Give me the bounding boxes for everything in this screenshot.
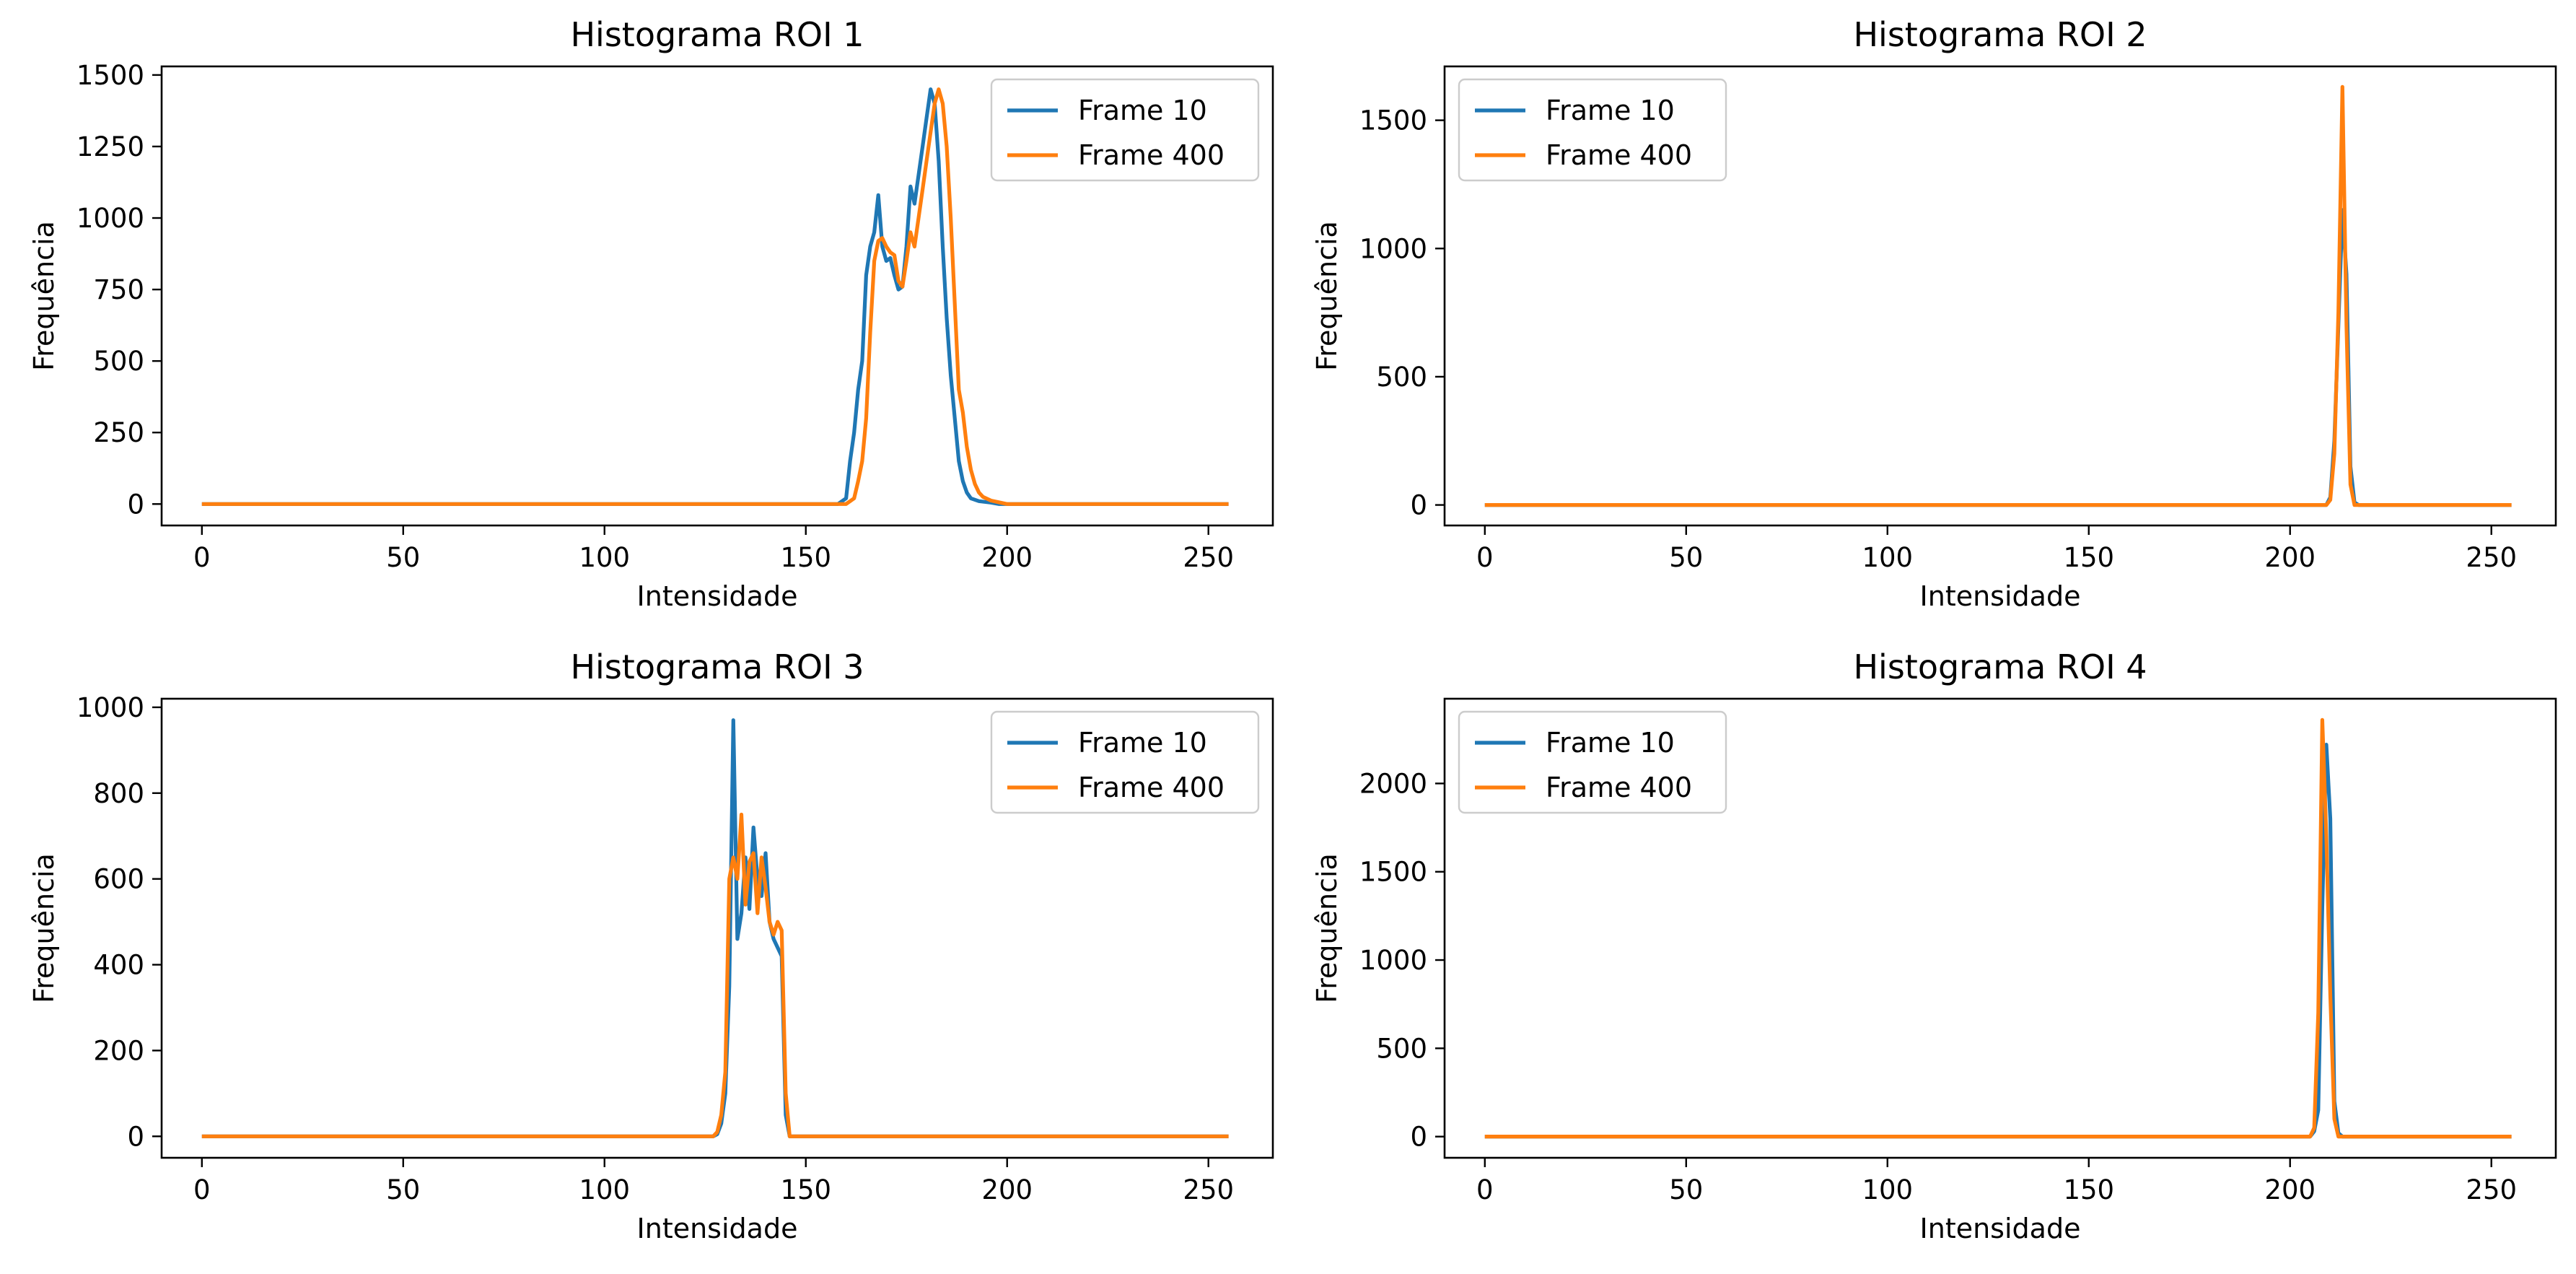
legend-entry-label: Frame 10 <box>1078 727 1207 759</box>
x-tick-label: 50 <box>386 542 420 573</box>
axes-frame <box>1443 697 2557 1159</box>
x-tick-label: 150 <box>2063 1174 2114 1205</box>
series-line-frame-10 <box>201 87 1229 506</box>
legend-entry-label: Frame 400 <box>1546 139 1692 171</box>
series-line-frame-400 <box>201 87 1229 506</box>
y-tick-label: 250 <box>93 417 144 448</box>
y-tick-label: 0 <box>127 489 144 520</box>
y-axis-label: Frequência <box>28 853 60 1003</box>
chart-panel-1: Histograma ROI 1 0 50 100 150 200 250 0 250 500 75… <box>28 15 1274 612</box>
x-tick-label: 50 <box>386 1174 420 1205</box>
y-tick-label: 1000 <box>1359 945 1427 976</box>
y-tick-label: 500 <box>1376 362 1427 393</box>
y-tick-label: 1500 <box>1359 105 1427 136</box>
x-axis-label: Intensidade <box>1920 580 2081 612</box>
series-line-frame-400 <box>201 812 1229 1138</box>
y-axis-label: Frequência <box>1311 221 1343 371</box>
x-axis-label: Intensidade <box>637 580 798 612</box>
axes-frame <box>1443 65 2557 527</box>
chart-title: Histograma ROI 1 <box>570 15 864 54</box>
x-tick-label: 250 <box>2466 542 2517 573</box>
y-tick-label: 200 <box>93 1035 144 1066</box>
x-axis-label: Intensidade <box>637 1213 798 1244</box>
legend: Frame 10 Frame 400 <box>1458 78 1727 182</box>
y-tick-label: 600 <box>93 864 144 895</box>
series-line-frame-400 <box>1484 84 2512 507</box>
series-line-frame-400 <box>1484 717 2512 1139</box>
x-tick-label: 100 <box>579 1174 630 1205</box>
x-tick-label: 250 <box>2466 1174 2517 1205</box>
x-tick-label: 50 <box>1669 1174 1703 1205</box>
chart-panel-4: Histograma ROI 4 0 50 100 150 200 250 0 500 1000 1… <box>1311 647 2557 1244</box>
x-tick-label: 0 <box>1476 542 1494 573</box>
x-tick-label: 250 <box>1183 542 1234 573</box>
x-tick-label: 100 <box>1862 1174 1913 1205</box>
legend-entry-label: Frame 400 <box>1078 139 1225 171</box>
x-tick-label: 150 <box>780 542 831 573</box>
series-line-frame-10 <box>1484 208 2512 507</box>
series-lines <box>1484 84 2512 507</box>
x-tick-label: 150 <box>2063 542 2114 573</box>
legend-box <box>990 78 1260 182</box>
x-axis-label: Intensidade <box>1920 1213 2081 1244</box>
y-tick-label: 1000 <box>1359 233 1427 264</box>
y-tick-label: 1500 <box>1359 857 1427 888</box>
y-tick-label: 750 <box>93 274 144 305</box>
y-tick-label: 1000 <box>76 692 144 723</box>
y-tick-label: 400 <box>93 950 144 981</box>
x-tick-label: 200 <box>2264 1174 2316 1205</box>
y-tick-label: 0 <box>1410 490 1427 521</box>
legend-entry-label: Frame 400 <box>1078 772 1225 803</box>
y-axis-label: Frequência <box>1311 853 1343 1003</box>
x-tick-label: 50 <box>1669 542 1703 573</box>
axes-frame <box>160 697 1274 1159</box>
legend: Frame 10 Frame 400 <box>1458 710 1727 814</box>
x-tick-label: 200 <box>2264 542 2316 573</box>
legend-box <box>1458 78 1727 182</box>
legend: Frame 10 Frame 400 <box>990 78 1260 182</box>
series-lines <box>201 87 1229 506</box>
chart-title: Histograma ROI 4 <box>1853 647 2147 686</box>
x-tick-label: 0 <box>193 542 211 573</box>
legend-entry-label: Frame 10 <box>1078 95 1207 126</box>
legend-box <box>990 710 1260 814</box>
series-lines <box>1484 717 2512 1139</box>
y-tick-label: 500 <box>93 346 144 377</box>
x-tick-label: 200 <box>981 1174 1033 1205</box>
x-tick-label: 100 <box>1862 542 1913 573</box>
axes-frame <box>160 65 1274 527</box>
y-tick-label: 1500 <box>76 60 144 91</box>
legend-box <box>1458 710 1727 814</box>
chart-title: Histograma ROI 2 <box>1853 15 2147 54</box>
y-tick-label: 1250 <box>76 131 144 162</box>
y-tick-label: 0 <box>1410 1122 1427 1153</box>
y-tick-label: 500 <box>1376 1033 1427 1064</box>
x-tick-label: 0 <box>1476 1174 1494 1205</box>
x-tick-label: 0 <box>193 1174 211 1205</box>
x-tick-label: 100 <box>579 542 630 573</box>
x-tick-label: 150 <box>780 1174 831 1205</box>
x-tick-label: 200 <box>981 542 1033 573</box>
y-tick-label: 2000 <box>1359 768 1427 799</box>
legend-entry-label: Frame 10 <box>1546 95 1675 126</box>
y-axis-label: Frequência <box>28 221 60 371</box>
y-tick-label: 1000 <box>76 203 144 234</box>
y-tick-label: 800 <box>93 778 144 809</box>
legend-entry-label: Frame 10 <box>1546 727 1675 759</box>
y-tick-label: 0 <box>127 1121 144 1152</box>
chart-panel-2: Histograma ROI 2 0 50 100 150 200 250 0 500 1000 1… <box>1311 15 2557 612</box>
legend-entry-label: Frame 400 <box>1546 772 1692 803</box>
chart-title: Histograma ROI 3 <box>570 647 864 686</box>
legend: Frame 10 Frame 400 <box>990 710 1260 814</box>
chart-panel-3: Histograma ROI 3 0 50 100 150 200 250 0 200 400 60… <box>28 647 1274 1244</box>
series-lines <box>201 718 1229 1138</box>
x-tick-label: 250 <box>1183 1174 1234 1205</box>
